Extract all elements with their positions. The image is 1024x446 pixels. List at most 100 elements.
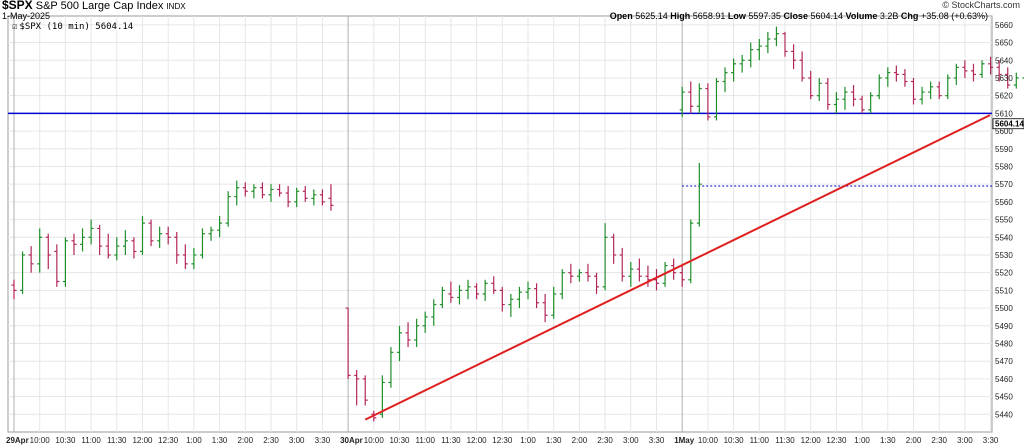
ohlc-bar bbox=[422, 311, 428, 333]
ohlc-bar bbox=[636, 258, 642, 282]
y-tick-label: 5570 bbox=[995, 180, 1013, 189]
ohlc-bar bbox=[945, 74, 951, 100]
ohlc-bar bbox=[242, 182, 248, 197]
ohlc-bar bbox=[122, 230, 128, 255]
x-tick-label: 3:30 bbox=[315, 436, 331, 445]
ohlc-bar bbox=[979, 60, 985, 78]
ohlc-bar bbox=[911, 77, 916, 105]
ohlc-bar bbox=[20, 251, 26, 294]
legend-checkbox-icon[interactable]: ☑ bbox=[12, 22, 18, 32]
ohlc-bar bbox=[713, 77, 719, 121]
y-tick-label: 5480 bbox=[995, 339, 1013, 348]
y-tick-label: 5630 bbox=[995, 74, 1013, 83]
ohlc-bar bbox=[885, 67, 891, 87]
x-tick-label: 30Apr bbox=[340, 436, 363, 445]
chart-overlays bbox=[8, 112, 992, 187]
ohlc-bar bbox=[594, 272, 600, 294]
ohlc-bar bbox=[936, 81, 942, 100]
ohlc-bar bbox=[165, 226, 171, 245]
y-tick-label: 5600 bbox=[995, 127, 1013, 136]
ohlc-bar bbox=[28, 246, 34, 273]
y-tick-label: 5660 bbox=[995, 21, 1013, 30]
x-tick-label: 12:30 bbox=[158, 436, 179, 445]
legend-label: $SPX (10 min) 5604.14 bbox=[19, 22, 134, 32]
ohlc-bar bbox=[611, 233, 617, 264]
x-tick-label: 1:00 bbox=[520, 436, 536, 445]
ohlc-bar bbox=[542, 293, 548, 323]
ohlc-bar bbox=[414, 318, 420, 348]
ohlc-bar bbox=[525, 281, 531, 300]
ohlc-bar bbox=[868, 92, 874, 114]
x-tick-label: 11:00 bbox=[415, 436, 435, 445]
ohlc-bar bbox=[439, 286, 445, 309]
ohlc-bar bbox=[319, 189, 325, 206]
x-tick-label: 2:00 bbox=[238, 436, 254, 445]
ohlc-bar bbox=[482, 279, 488, 302]
y-tick-label: 5620 bbox=[995, 92, 1013, 101]
ohlc-bar bbox=[576, 269, 582, 282]
ohlc-bar bbox=[953, 63, 959, 86]
ohlc-bar bbox=[62, 237, 68, 287]
y-tick-label: 5550 bbox=[995, 216, 1013, 225]
ohlc-bar bbox=[902, 69, 908, 87]
y-tick-label: 5500 bbox=[995, 304, 1013, 313]
ohlc-bar bbox=[456, 285, 462, 305]
y-tick-label: 5540 bbox=[995, 233, 1013, 242]
ohlc-bar bbox=[559, 269, 565, 300]
x-tick-label: 10:30 bbox=[389, 436, 410, 445]
ohlc-bar bbox=[277, 184, 283, 197]
x-tick-label: 10:30 bbox=[724, 436, 745, 445]
ohlc-readout: Open 5625.14 High 5658.91 Low 5597.35 Cl… bbox=[609, 11, 988, 21]
ohlc-bar bbox=[54, 244, 60, 287]
ohlc-bar bbox=[1005, 67, 1011, 89]
ohlc-bar bbox=[97, 224, 103, 255]
y-tick-label: 5610 bbox=[995, 109, 1013, 118]
ohlc-bar bbox=[568, 263, 574, 284]
ohlc-bar bbox=[688, 219, 694, 284]
y-tick-label: 5460 bbox=[995, 375, 1013, 384]
y-tick-label: 5580 bbox=[995, 162, 1013, 171]
x-tick-label: 11:30 bbox=[775, 436, 795, 445]
ohlc-bar bbox=[499, 286, 505, 312]
ohlc-bar bbox=[474, 283, 480, 300]
y-tick-label: 5470 bbox=[995, 357, 1013, 366]
y-tick-label: 5490 bbox=[995, 322, 1013, 331]
x-tick-label: 3:00 bbox=[289, 436, 305, 445]
ohlc-bar bbox=[893, 65, 899, 82]
ohlc-bar bbox=[191, 247, 197, 270]
ohlc-bar bbox=[996, 60, 1002, 82]
x-tick-label: 12:00 bbox=[132, 436, 153, 445]
y-tick-label: 5450 bbox=[995, 393, 1013, 402]
y-axis: 5440 5450 5460 5470 5480 5490 5500 5510 5520 5530… bbox=[992, 21, 1024, 419]
ohlc-bar bbox=[397, 325, 402, 362]
x-tick-label: 1May bbox=[674, 436, 695, 445]
ohlc-bar bbox=[431, 299, 437, 326]
ohlc-bar bbox=[782, 31, 788, 57]
ohlc-bar bbox=[816, 77, 822, 101]
ohlc-bar bbox=[174, 231, 180, 264]
x-tick-label: 2:30 bbox=[263, 436, 279, 445]
chart-date: 1-May-2025 bbox=[2, 11, 51, 21]
x-tick-label: 29Apr bbox=[6, 436, 29, 445]
ohlc-bar bbox=[756, 39, 762, 61]
ohlc-bar bbox=[696, 83, 702, 114]
ohlc-bar bbox=[234, 180, 240, 206]
x-tick-label: 2:00 bbox=[572, 436, 588, 445]
series-legend[interactable]: ☑ $SPX (10 min) 5604.14 bbox=[12, 22, 133, 33]
ohlc-bar bbox=[825, 77, 831, 110]
ohlc-bar bbox=[696, 162, 702, 227]
ohlc-bar bbox=[225, 191, 231, 227]
x-tick-label: 12:30 bbox=[826, 436, 847, 445]
y-tick-label: 5520 bbox=[995, 269, 1013, 278]
x-tick-label: 11:00 bbox=[750, 436, 770, 445]
uptrend-line bbox=[364, 114, 991, 421]
ohlc-bar bbox=[37, 228, 43, 273]
ohlc-bar bbox=[105, 233, 111, 259]
ohlc-bar bbox=[602, 223, 608, 291]
ohlc-bar bbox=[722, 67, 728, 93]
ohlc-bar bbox=[962, 60, 968, 78]
ohlc-bar bbox=[1013, 72, 1019, 89]
ohlc-bar bbox=[551, 286, 557, 319]
symbol: $SPX bbox=[2, 0, 33, 12]
ohlc-bar bbox=[182, 244, 188, 270]
